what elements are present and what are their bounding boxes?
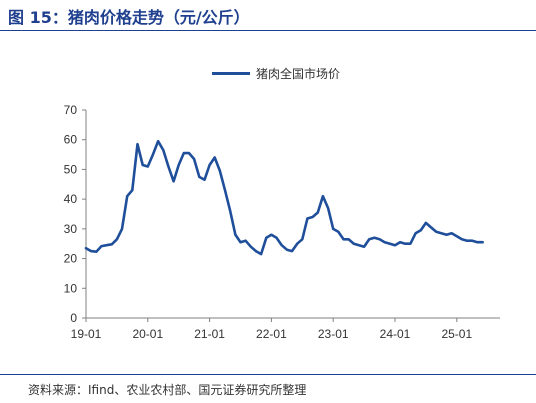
price-line-chart: 0 10 20 30 40 50 60 70 19-01 20-01 21-01 22-01 23-01… (64, 103, 500, 341)
legend-label: 猪肉全国市场价 (256, 67, 341, 81)
y-tick-label: 10 (64, 281, 78, 295)
x-tick-label: 19-01 (71, 327, 102, 341)
y-tick-label: 40 (64, 192, 78, 206)
y-tick-label: 20 (64, 252, 78, 266)
bottom-rule (0, 374, 536, 375)
x-tick-label: 20-01 (132, 327, 163, 341)
y-tick-label: 60 (64, 133, 78, 147)
legend-line-swatch (212, 72, 250, 75)
x-tick-label: 22-01 (256, 327, 287, 341)
chart-legend: 猪肉全国市场价 (212, 65, 340, 82)
y-tick-label: 70 (64, 103, 78, 117)
x-tick-label: 24-01 (380, 327, 411, 341)
x-tick-label: 23-01 (318, 327, 349, 341)
figure-title: 图 15：猪肉价格走势（元/公斤） (8, 8, 250, 27)
x-tick-label: 25-01 (441, 327, 472, 341)
source-note: 资料来源：Ifind、农业农村部、国元证券研究所整理 (28, 383, 307, 397)
y-tick-label: 30 (64, 222, 78, 236)
y-tick-label: 50 (64, 162, 78, 176)
x-tick-label: 21-01 (194, 327, 225, 341)
y-tick-label: 0 (70, 311, 77, 325)
series-line-pork-price (84, 139, 484, 256)
top-rule (0, 30, 536, 31)
